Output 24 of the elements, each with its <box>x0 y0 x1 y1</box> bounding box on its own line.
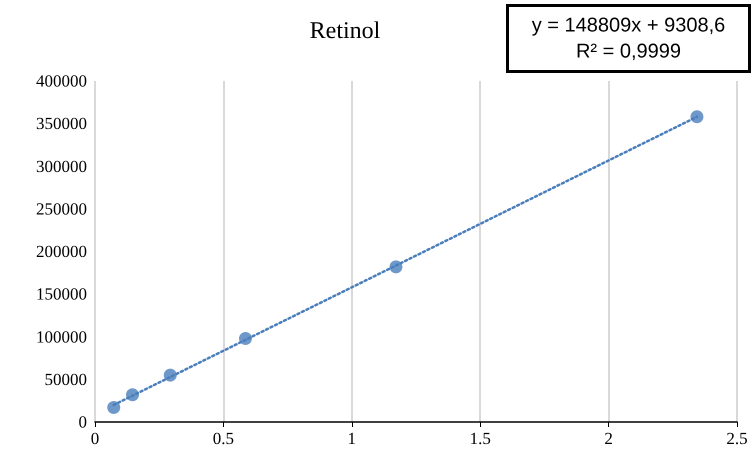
point <box>126 388 139 402</box>
point <box>239 332 252 345</box>
x-tick-label: 0.5 <box>212 429 234 448</box>
x-tick-label: 1 <box>348 429 356 448</box>
x-tick-label: 1.5 <box>470 429 491 448</box>
y-tick-label: 300000 <box>36 156 87 176</box>
y-tick-label: 200000 <box>36 242 87 261</box>
text: R² = 0,9999 <box>576 40 682 62</box>
y-tick-label: 400000 <box>36 72 87 90</box>
chart-title: Retinol <box>310 18 381 44</box>
y-tick-label: 350000 <box>36 114 87 134</box>
x-tick-label: 2 <box>604 429 613 448</box>
y-tick-label: 100000 <box>36 327 87 346</box>
y-tick-label: 150000 <box>36 284 87 304</box>
x-tick-label: 2.5 <box>726 429 748 448</box>
point <box>107 401 120 414</box>
point <box>690 110 704 124</box>
x-tick-label: 0 <box>90 429 100 448</box>
point <box>389 260 402 274</box>
y-tick-label: 250000 <box>36 199 87 218</box>
y-tick-label: 0 <box>78 412 87 432</box>
text: y = 148809x + 9308,6 <box>532 14 726 36</box>
y-tick-label: 50000 <box>44 370 87 389</box>
point <box>164 368 177 382</box>
